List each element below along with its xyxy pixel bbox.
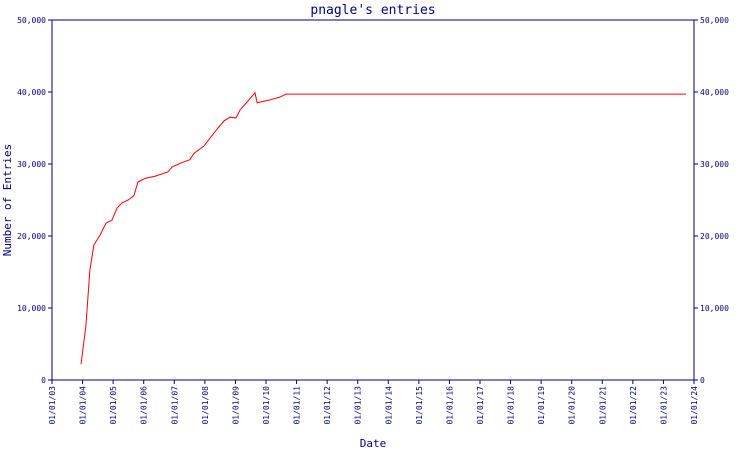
y2-tick-label: 30,000 [700, 160, 729, 169]
chart-title: pnagle's entries [310, 3, 435, 18]
y2-tick-label: 50,000 [700, 16, 729, 25]
y-tick-label: 10,000 [17, 304, 46, 313]
y2-tick-label: 20,000 [700, 232, 729, 241]
x-tick-label: 01/01/05 [109, 386, 118, 425]
y2-tick-label: 0 [700, 376, 705, 385]
x-tick-label: 01/01/13 [354, 386, 363, 425]
x-tick-label: 01/01/16 [445, 386, 454, 425]
y-tick-label: 30,000 [17, 160, 46, 169]
data-line [80, 91, 687, 365]
y-tick-label: 20,000 [17, 232, 46, 241]
y2-tick-label: 10,000 [700, 304, 729, 313]
x-tick-label: 01/01/18 [507, 386, 516, 425]
x-tick-label: 01/01/23 [659, 386, 668, 425]
x-tick-label: 01/01/04 [79, 386, 88, 425]
y-tick-label: 50,000 [17, 16, 46, 25]
x-tick-label: 01/01/09 [231, 386, 240, 425]
x-tick-label: 01/01/14 [384, 386, 393, 425]
x-tick-label: 01/01/19 [537, 386, 546, 425]
x-tick-label: 01/01/07 [170, 386, 179, 425]
x-tick-label: 01/01/20 [568, 386, 577, 425]
x-tick-label: 01/01/12 [323, 386, 332, 425]
x-axis-label: Date [360, 437, 387, 450]
plot-frame [51, 19, 695, 381]
x-tick-label: 01/01/15 [415, 386, 424, 425]
y2-tick-label: 40,000 [700, 88, 729, 97]
y-tick-label: 0 [41, 376, 46, 385]
x-tick-label: 01/01/08 [201, 386, 210, 425]
y-tick-label: 40,000 [17, 88, 46, 97]
x-tick-label: 01/01/17 [476, 386, 485, 425]
x-tick-label: 01/01/21 [598, 386, 607, 425]
x-tick-label: 01/01/11 [293, 386, 302, 425]
y-axis-label: Number of Entries [1, 144, 14, 257]
x-tick-label: 01/01/06 [140, 386, 149, 425]
x-tick-label: 01/01/22 [629, 386, 638, 425]
x-tick-label: 01/01/10 [262, 386, 271, 425]
x-tick-label: 01/01/03 [48, 386, 57, 425]
x-tick-label: 01/01/24 [690, 386, 699, 425]
